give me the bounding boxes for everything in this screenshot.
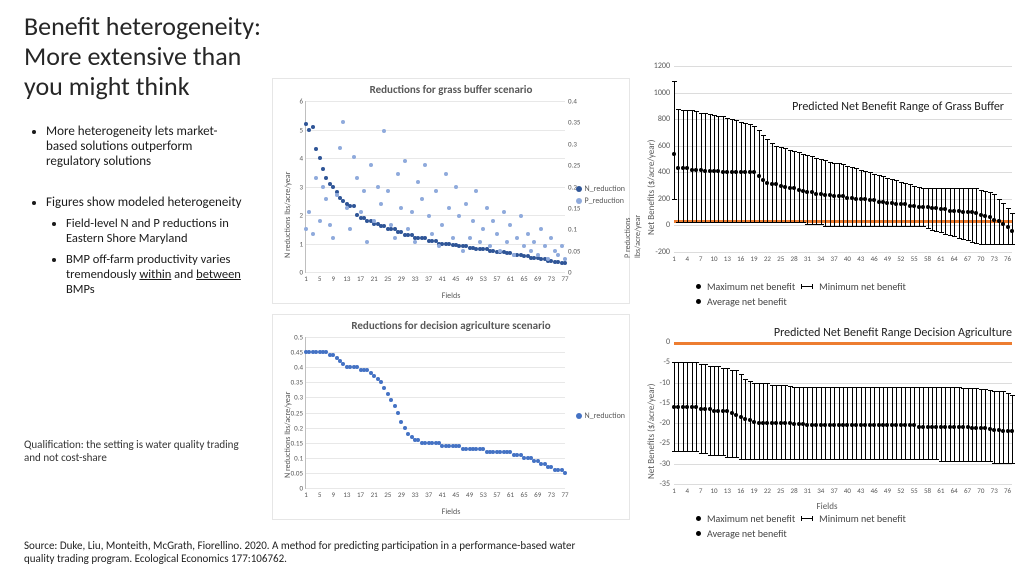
range-chart-decision-ag: Predicted Net Benefit Range Decision Agr…: [636, 332, 1018, 542]
bullet-2b: BMP off-farm productivity varies tremend…: [66, 252, 248, 297]
x-axis-label: Fields: [442, 507, 461, 517]
slide-title: Benefit heterogeneity: More extensive th…: [24, 12, 284, 102]
y-axis-label: N reductions lbs/acre/year: [283, 392, 293, 478]
plot-area: -35-30-25-20-15-10-501471013161922252831…: [674, 342, 1012, 484]
bullet-2a: Field-level N and P reductions in Easter…: [66, 216, 248, 246]
bullet-2: Figures show modeled heterogeneity Field…: [46, 195, 248, 297]
chart-legend: N_reduction P_reduction: [576, 182, 625, 208]
plot-area: 00.050.10.150.20.250.30.350.40.450.51591…: [305, 337, 565, 489]
scatter-chart-decision-ag: Reductions for decision agriculture scen…: [272, 314, 630, 520]
chart-title: Reductions for grass buffer scenario: [273, 83, 629, 96]
source-citation: Source: Duke, Liu, Monteith, McGrath, Fi…: [24, 539, 584, 567]
x-axis-label: Fields: [442, 291, 461, 301]
y-axis-label: N reductions lbs/acre/year: [283, 172, 293, 258]
chart-title: Predicted Net Benefit Range Decision Agr…: [774, 326, 1012, 340]
bullet-list: More heterogeneity lets market-based sol…: [28, 124, 248, 323]
y-axis-label: Net Benefits ($/acre/year): [646, 384, 657, 479]
bullet-1: More heterogeneity lets market-based sol…: [46, 124, 248, 169]
qualification-note: Qualification: the setting is water qual…: [24, 438, 244, 464]
plot-area: 012345600.050.10.150.20.250.30.350.41591…: [305, 101, 565, 273]
plot-area: -200020040060080010001200147101316192225…: [674, 66, 1012, 252]
chart-legend: Maximum net benefitMinimum net benefit A…: [696, 510, 906, 542]
chart-legend: Maximum net benefitMinimum net benefit A…: [696, 278, 906, 310]
chart-title: Reductions for decision agriculture scen…: [273, 319, 629, 332]
bullet-2-text: Figures show modeled heterogeneity: [46, 195, 242, 210]
y-axis-label: Net Benefits ($/acre/year): [646, 140, 657, 235]
range-chart-grass-buffer: Predicted Net Benefit Range of Grass Buf…: [636, 60, 1018, 310]
scatter-chart-grass-buffer: Reductions for grass buffer scenario N r…: [272, 78, 630, 304]
chart-legend: N_reduction: [576, 409, 625, 423]
